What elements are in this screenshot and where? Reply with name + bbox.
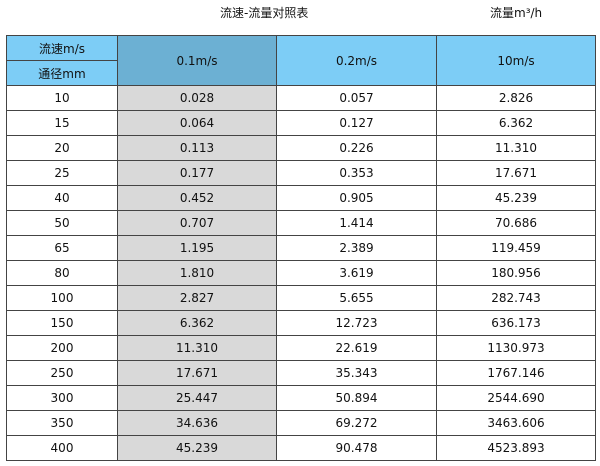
column-header: 10m/s [436,35,596,86]
flow-cell: 0.905 [276,185,437,211]
flow-cell: 6.362 [436,110,596,136]
flow-cell: 1767.146 [436,360,596,386]
flow-cell: 2544.690 [436,385,596,411]
flow-cell: 4523.893 [436,435,596,461]
diameter-cell: 65 [6,235,118,261]
flow-cell: 45.239 [117,435,277,461]
flow-cell: 1130.973 [436,335,596,361]
flow-cell: 282.743 [436,285,596,311]
flow-cell: 3.619 [276,260,437,286]
table-row: 40 0.452 0.905 45.239 [6,185,596,211]
flow-cell: 17.671 [117,360,277,386]
table-row: 20 0.113 0.226 11.310 [6,135,596,161]
table-row: 10 0.028 0.057 2.826 [6,85,596,111]
table-title: 流速-流量对照表 [220,6,309,20]
flow-cell: 35.343 [276,360,437,386]
flow-cell: 0.064 [117,110,277,136]
table-row: 80 1.810 3.619 180.956 [6,260,596,286]
flow-cell: 2.389 [276,235,437,261]
diameter-cell: 15 [6,110,118,136]
flow-cell: 180.956 [436,260,596,286]
table-row: 15 0.064 0.127 6.362 [6,110,596,136]
flow-cell: 11.310 [117,335,277,361]
table-row: 250 17.671 35.343 1767.146 [6,360,596,386]
table-row: 50 0.707 1.414 70.686 [6,210,596,236]
diameter-cell: 10 [6,85,118,111]
flow-cell: 69.272 [276,410,437,436]
diameter-cell: 40 [6,185,118,211]
diameter-header: 通径mm [6,60,118,86]
diameter-cell: 50 [6,210,118,236]
flow-cell: 70.686 [436,210,596,236]
velocity-flow-table: 流速m/s 0.1m/s 0.2m/s 10m/s 通径mm 10 0.028 0.… [6,35,596,461]
flow-cell: 25.447 [117,385,277,411]
flow-cell: 636.173 [436,310,596,336]
diameter-cell: 300 [6,385,118,411]
flow-cell: 0.113 [117,135,277,161]
table-row: 400 45.239 90.478 4523.893 [6,435,596,461]
flow-cell: 0.226 [276,135,437,161]
flow-cell: 0.127 [276,110,437,136]
diameter-cell: 100 [6,285,118,311]
flow-cell: 1.195 [117,235,277,261]
table-row: 300 25.447 50.894 2544.690 [6,385,596,411]
flow-cell: 17.671 [436,160,596,186]
velocity-header: 流速m/s [6,35,118,61]
flow-cell: 50.894 [276,385,437,411]
diameter-cell: 25 [6,160,118,186]
diameter-cell: 350 [6,410,118,436]
table-row: 150 6.362 12.723 636.173 [6,310,596,336]
flow-cell: 1.810 [117,260,277,286]
flow-cell: 0.353 [276,160,437,186]
flow-cell: 34.636 [117,410,277,436]
flow-cell: 0.028 [117,85,277,111]
flow-cell: 2.827 [117,285,277,311]
diameter-cell: 80 [6,260,118,286]
diameter-cell: 250 [6,360,118,386]
column-header: 0.1m/s [117,35,277,86]
table-row: 350 34.636 69.272 3463.606 [6,410,596,436]
table-row: 25 0.177 0.353 17.671 [6,160,596,186]
diameter-cell: 150 [6,310,118,336]
diameter-cell: 200 [6,335,118,361]
flow-cell: 2.826 [436,85,596,111]
flow-cell: 45.239 [436,185,596,211]
flow-cell: 12.723 [276,310,437,336]
flow-cell: 119.459 [436,235,596,261]
header-row: 通径mm [6,60,596,86]
table-row: 100 2.827 5.655 282.743 [6,285,596,311]
diameter-cell: 400 [6,435,118,461]
flow-cell: 22.619 [276,335,437,361]
flow-cell: 90.478 [276,435,437,461]
table-row: 65 1.195 2.389 119.459 [6,235,596,261]
unit-label: 流量m³/h [490,6,543,20]
table-row: 200 11.310 22.619 1130.973 [6,335,596,361]
column-header: 0.2m/s [276,35,437,86]
header-row: 流速m/s 0.1m/s 0.2m/s 10m/s [6,35,596,86]
flow-cell: 0.707 [117,210,277,236]
flow-cell: 1.414 [276,210,437,236]
flow-cell: 5.655 [276,285,437,311]
flow-cell: 3463.606 [436,410,596,436]
flow-cell: 0.452 [117,185,277,211]
flow-cell: 0.057 [276,85,437,111]
flow-cell: 6.362 [117,310,277,336]
flow-cell: 0.177 [117,160,277,186]
diameter-cell: 20 [6,135,118,161]
flow-cell: 11.310 [436,135,596,161]
